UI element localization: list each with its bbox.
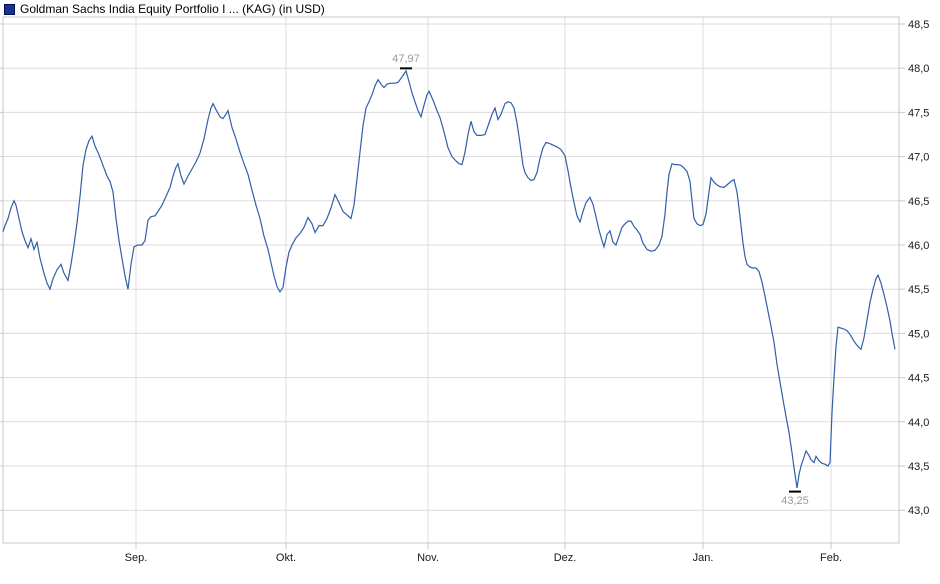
y-axis-label: 44,5 (908, 373, 929, 385)
y-axis-label: 47,0 (908, 152, 929, 164)
y-axis-label: 43,5 (908, 461, 929, 473)
x-axis-label: Jan. (693, 552, 714, 564)
y-axis-label: 45,0 (908, 328, 929, 340)
x-axis-label: Feb. (820, 552, 842, 564)
x-axis-label: Okt. (276, 552, 296, 564)
low-label: 43,25 (781, 495, 809, 507)
chart-title: Goldman Sachs India Equity Portfolio I .… (20, 2, 325, 16)
x-axis-label: Dez. (554, 552, 577, 564)
high-label: 47,97 (392, 53, 420, 65)
x-axis-label: Nov. (417, 552, 439, 564)
high-annotation: 47,97 (392, 53, 420, 70)
series-legend-swatch-icon (4, 3, 15, 15)
y-axis-label: 48,5 (908, 19, 929, 31)
y-axis-label: 43,0 (908, 505, 929, 517)
y-axis-label: 48,0 (908, 63, 929, 75)
gridlines (3, 17, 899, 543)
plot-border (2, 16, 900, 544)
y-axis-label: 47,5 (908, 107, 929, 119)
price-series-line (2, 69, 896, 489)
axis-labels: 48,5 48,0 47,5 47,0 46,5 46,0 45,5 45,0 44,5 44,0… (125, 19, 930, 564)
chart-header: Goldman Sachs India Equity Portfolio I .… (4, 2, 325, 16)
y-axis-label: 46,0 (908, 240, 929, 252)
y-axis-label: 45,5 (908, 284, 929, 296)
y-axis-label: 44,0 (908, 417, 929, 429)
y-axis-label: 46,5 (908, 196, 929, 208)
x-axis-label: Sep. (125, 552, 148, 564)
low-annotation: 43,25 (781, 490, 809, 507)
